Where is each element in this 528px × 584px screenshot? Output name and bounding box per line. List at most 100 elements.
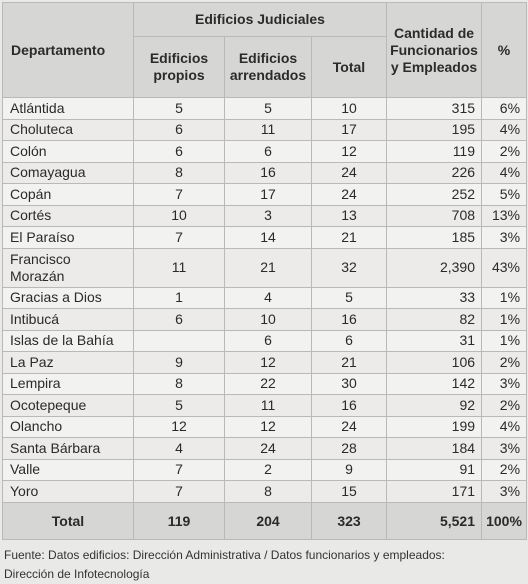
cell-staff: 106 [386,351,483,374]
cell-owned: 6 [133,308,225,331]
table-row: Comayagua 8 16 24 226 4% [2,161,528,184]
cell-department: Francisco Morazán [2,247,134,288]
header-total: Total [310,36,388,98]
header-rented: Edificios arrendados [224,36,312,98]
total-staff: 5,521 [386,501,483,540]
table-row: Islas de la Bahía 6 6 31 1% [2,329,528,352]
table-row: La Paz 9 12 21 106 2% [2,351,528,374]
table-row: Atlántida 5 5 10 315 6% [2,97,528,120]
cell-percent: 1% [481,329,528,352]
cell-department: Comayagua [2,161,134,184]
total-total: 323 [310,501,388,540]
total-percent: 100% [481,501,528,540]
cell-total: 28 [310,437,388,460]
cell-staff: 315 [386,97,483,120]
cell-percent: 1% [481,286,528,309]
cell-total: 16 [310,308,388,331]
table-footer: Total 119 204 323 5,521 100% [2,501,528,540]
cell-rented: 4 [224,286,312,309]
cell-percent: 43% [481,247,528,288]
cell-owned: 10 [133,204,225,227]
cell-total: 21 [310,351,388,374]
cell-total: 17 [310,118,388,141]
cell-rented: 22 [224,372,312,395]
cell-department: Valle [2,458,134,481]
cell-total: 13 [310,204,388,227]
header-owned: Edificios propios [133,36,225,98]
cell-department: Atlántida [2,97,134,120]
cell-rented: 3 [224,204,312,227]
cell-department: Intibucá [2,308,134,331]
cell-owned: 8 [133,372,225,395]
total-label: Total [2,501,134,540]
footnote-line-1: Fuente: Datos edificios: Dirección Admin… [4,547,445,562]
cell-staff: 171 [386,480,483,503]
cell-department: Santa Bárbara [2,437,134,460]
cell-percent: 2% [481,458,528,481]
cell-total: 16 [310,394,388,417]
cell-staff: 708 [386,204,483,227]
total-owned: 119 [133,501,225,540]
cell-percent: 3% [481,437,528,460]
cell-staff: 199 [386,415,483,438]
table-row: Colón 6 6 12 119 2% [2,140,528,163]
cell-total: 24 [310,161,388,184]
cell-owned: 5 [133,394,225,417]
cell-staff: 119 [386,140,483,163]
cell-department: Ocotepeque [2,394,134,417]
cell-percent: 2% [481,351,528,374]
cell-total: 15 [310,480,388,503]
cell-department: Lempira [2,372,134,395]
cell-owned [133,329,225,352]
table-row: Olancho 12 12 24 199 4% [2,415,528,438]
cell-percent: 4% [481,415,528,438]
table-row: Gracias a Dios 1 4 5 33 1% [2,286,528,309]
cell-total: 24 [310,415,388,438]
header-percent: % [481,2,528,98]
cell-department: Gracias a Dios [2,286,134,309]
footnote-line-2: Dirección de Infotecnología [4,566,150,581]
table-row: Cortés 10 3 13 708 13% [2,204,528,227]
cell-rented: 10 [224,308,312,331]
cell-department: Choluteca [2,118,134,141]
table-row: Intibucá 6 10 16 82 1% [2,308,528,331]
judicial-buildings-table: Departamento Edificios Judiciales Cantid… [2,2,528,540]
table-row: Francisco Morazán 11 21 32 2,390 43% [2,247,528,288]
cell-rented: 2 [224,458,312,481]
source-footnote: Fuente: Datos edificios: Dirección Admin… [2,546,526,584]
cell-percent: 4% [481,118,528,141]
table-row: Santa Bárbara 4 24 28 184 3% [2,437,528,460]
cell-percent: 1% [481,308,528,331]
cell-total: 21 [310,226,388,249]
cell-percent: 13% [481,204,528,227]
cell-rented: 12 [224,415,312,438]
cell-percent: 3% [481,372,528,395]
cell-department: La Paz [2,351,134,374]
cell-department: Copán [2,183,134,206]
cell-total: 32 [310,247,388,288]
cell-rented: 17 [224,183,312,206]
cell-staff: 226 [386,161,483,184]
table-row: Ocotepeque 5 11 16 92 2% [2,394,528,417]
cell-owned: 6 [133,140,225,163]
header-buildings-group: Edificios Judiciales [132,2,388,37]
cell-rented: 5 [224,97,312,120]
cell-staff: 33 [386,286,483,309]
cell-percent: 2% [481,140,528,163]
cell-rented: 21 [224,247,312,288]
cell-owned: 6 [133,118,225,141]
cell-owned: 7 [133,458,225,481]
cell-rented: 24 [224,437,312,460]
cell-total: 12 [310,140,388,163]
cell-staff: 91 [386,458,483,481]
cell-owned: 12 [133,415,225,438]
cell-percent: 2% [481,394,528,417]
cell-department: Cortés [2,204,134,227]
cell-total: 10 [310,97,388,120]
cell-staff: 252 [386,183,483,206]
cell-rented: 6 [224,329,312,352]
cell-staff: 195 [386,118,483,141]
cell-department: Yoro [2,480,134,503]
cell-staff: 92 [386,394,483,417]
